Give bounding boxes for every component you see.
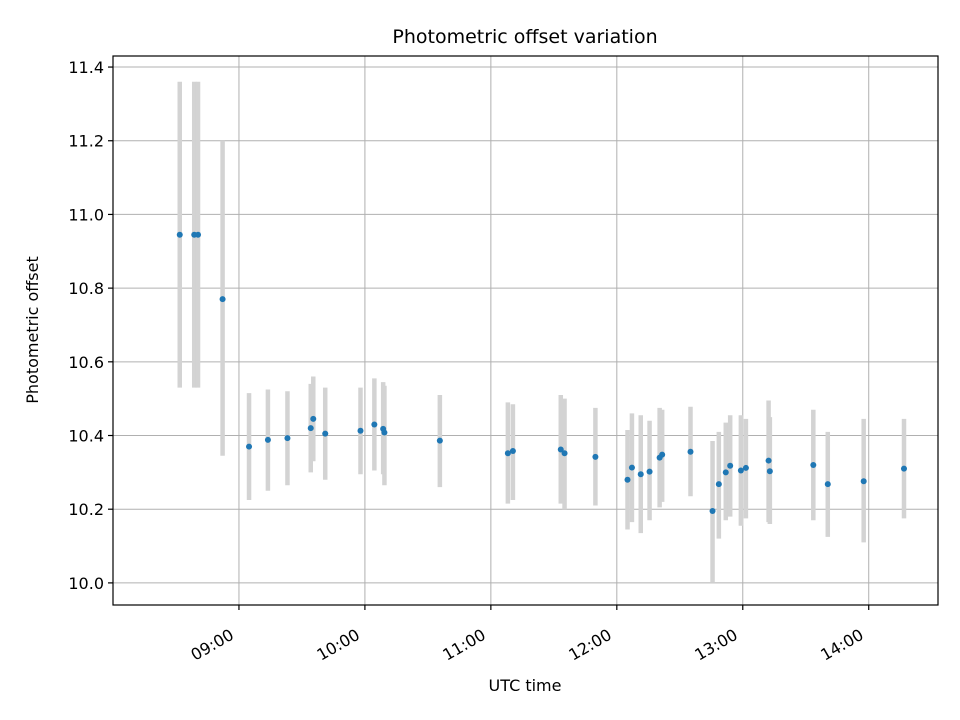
data-point [307,425,314,432]
data-point [860,478,867,485]
data-point [357,427,364,434]
data-point [264,436,271,443]
y-tick-label: 10.6 [68,353,104,372]
data-point [284,435,291,442]
data-point [722,469,729,476]
data-points [176,231,907,515]
y-tick-label: 10.0 [68,574,104,593]
y-tick-label: 11.4 [68,58,104,77]
data-point [810,461,817,468]
y-tick-label: 10.8 [68,279,104,298]
data-point [557,446,564,453]
data-point [246,443,253,450]
data-point [509,447,516,454]
data-point [176,231,183,238]
plot-frame [112,55,939,606]
data-point [715,481,722,488]
data-point [436,437,443,444]
plot-area-background [113,56,938,605]
data-point [737,467,744,474]
data-point [709,508,716,515]
y-axis-label: Photometric offset [23,256,42,404]
y-tick-label: 11.2 [68,132,104,151]
data-point [628,464,635,471]
y-tick-label: 10.2 [68,500,104,519]
data-point [310,415,317,422]
y-axis-ticks: 10.0 10.2 10.4 10.6 10.8 11.0 11.2 11.4 [68,58,113,593]
data-point [624,476,631,483]
y-tick-label: 10.4 [68,427,104,446]
data-point [687,448,694,455]
data-point [646,468,653,475]
data-point [659,451,666,458]
data-point [900,465,907,472]
chart-title: Photometric offset variation [392,26,657,48]
data-point [381,429,388,436]
data-point [322,430,329,437]
data-point [742,464,749,471]
data-point [765,457,772,464]
data-point [504,450,511,457]
data-point [727,462,734,469]
data-point [824,481,831,488]
data-point [561,450,568,457]
data-point [371,421,378,428]
y-tick-label: 11.0 [68,205,104,224]
data-point [592,453,599,460]
data-point [637,471,644,478]
data-point [766,468,773,475]
x-axis-label: UTC time [489,676,562,695]
data-point [219,296,226,303]
data-point [195,231,202,238]
